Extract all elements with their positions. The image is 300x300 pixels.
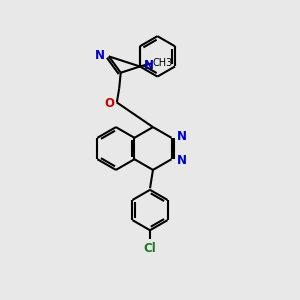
Text: N: N bbox=[144, 59, 154, 72]
Text: Cl: Cl bbox=[144, 242, 156, 255]
Text: CH3: CH3 bbox=[153, 58, 173, 68]
Text: N: N bbox=[95, 49, 105, 62]
Text: N: N bbox=[177, 154, 187, 167]
Text: N: N bbox=[177, 130, 187, 143]
Text: O: O bbox=[105, 97, 115, 110]
